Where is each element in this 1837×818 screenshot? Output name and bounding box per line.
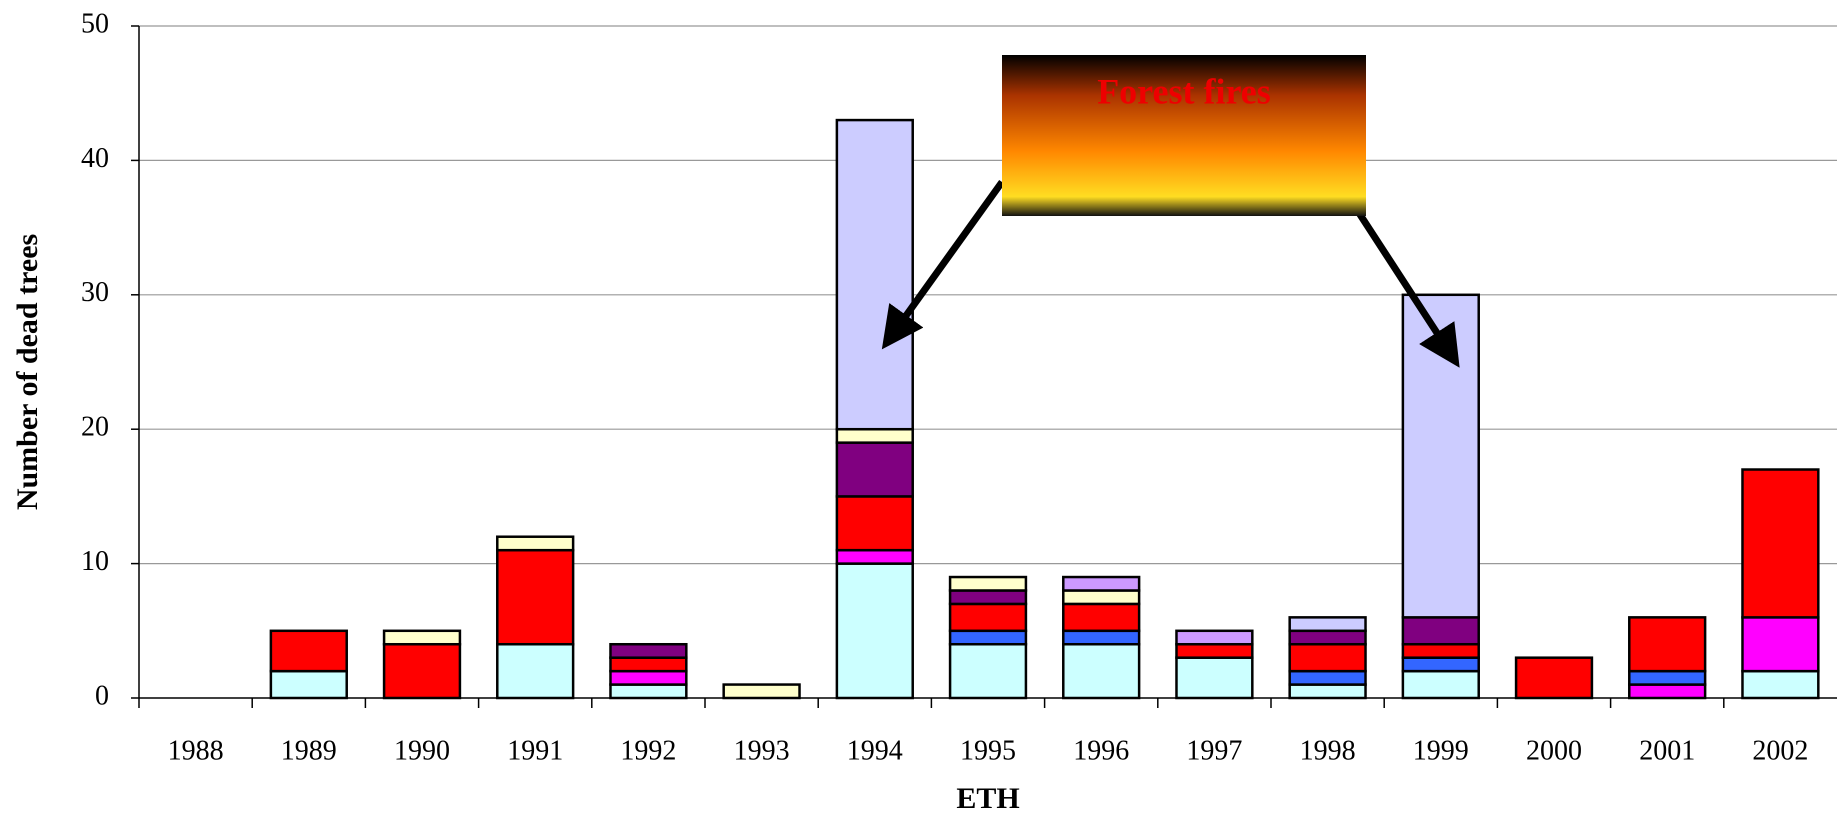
bar-segment [837, 496, 913, 550]
y-tick-label: 20 [81, 412, 109, 443]
x-tick-label: 1991 [507, 735, 563, 766]
y-tick-label: 30 [81, 277, 109, 308]
x-tick-label: 2002 [1752, 735, 1808, 766]
x-tick-label: 1995 [960, 735, 1016, 766]
x-tick-label: 2000 [1526, 735, 1582, 766]
bar-segment [1403, 644, 1479, 657]
bar-segment [950, 604, 1026, 631]
bar-segment [1063, 604, 1139, 631]
bar-segment [1403, 671, 1479, 698]
bar-segment [271, 671, 347, 698]
x-tick-label: 1996 [1073, 735, 1129, 766]
bar-segment [1176, 631, 1252, 644]
bar-segment [610, 644, 686, 657]
plot-area: 0 10 20 30 40 50 1988 1989 1990 1991 1992 1993 1994 1… [81, 8, 1837, 766]
bar-segment [1176, 644, 1252, 657]
bar-segment [1403, 617, 1479, 644]
x-tick-label: 1994 [847, 735, 903, 766]
bar-segment [1629, 685, 1705, 698]
x-tick-label: 1993 [734, 735, 790, 766]
bar-segment [1176, 658, 1252, 698]
x-tick-label: 1988 [168, 735, 224, 766]
bar-segment [610, 658, 686, 671]
bar-segment [1742, 470, 1818, 618]
bar-segment [384, 631, 460, 644]
chart: 0 10 20 30 40 50 1988 1989 1990 1991 1992 1993 1994 1… [0, 0, 1837, 818]
x-tick-label: 1998 [1300, 735, 1356, 766]
bar-segment [1629, 671, 1705, 684]
x-tick-label: 1999 [1413, 735, 1469, 766]
bar-segment [1063, 577, 1139, 590]
bar-segment [384, 644, 460, 698]
bar-segment [1063, 644, 1139, 698]
bar-segment [837, 120, 913, 429]
bar-segment [1742, 671, 1818, 698]
x-axis-label: ETH [956, 782, 1019, 815]
bar-segment [950, 577, 1026, 590]
y-tick-label: 0 [95, 680, 109, 711]
bar-segment [1290, 685, 1366, 698]
x-tick-label: 1992 [620, 735, 676, 766]
bar-segment [610, 671, 686, 684]
bar-segment [497, 644, 573, 698]
annotation: Forest fires [1097, 71, 1271, 111]
bar-segment [1403, 658, 1479, 671]
bar-segment [1290, 617, 1366, 630]
bar-segment [837, 550, 913, 563]
bar-segment [1063, 631, 1139, 644]
bar-segment [837, 564, 913, 698]
bar-segment [1516, 658, 1592, 698]
x-tick-label: 1989 [281, 735, 337, 766]
y-axis-label: Number of dead trees [11, 234, 44, 510]
y-tick-label: 10 [81, 546, 109, 577]
x-tick-label: 2001 [1639, 735, 1695, 766]
x-tick-label: 1997 [1186, 735, 1242, 766]
y-tick-label: 50 [81, 8, 109, 39]
bar-segment [1742, 617, 1818, 671]
bar-segment [271, 631, 347, 671]
bar-segment [1290, 671, 1366, 684]
bar-segment [837, 429, 913, 442]
bar-segment [1290, 644, 1366, 671]
x-tick-label: 1990 [394, 735, 450, 766]
bar-segment [950, 590, 1026, 603]
bar-segment [724, 685, 800, 698]
bar-segment [950, 631, 1026, 644]
bar-segment [1290, 631, 1366, 644]
bar-segment [837, 443, 913, 497]
bar-segment [497, 550, 573, 644]
y-tick-label: 40 [81, 143, 109, 174]
bar-segment [1629, 617, 1705, 671]
bar-segment [950, 644, 1026, 698]
bar-segment [610, 685, 686, 698]
bar-segment [1063, 590, 1139, 603]
bar-segment [497, 537, 573, 550]
